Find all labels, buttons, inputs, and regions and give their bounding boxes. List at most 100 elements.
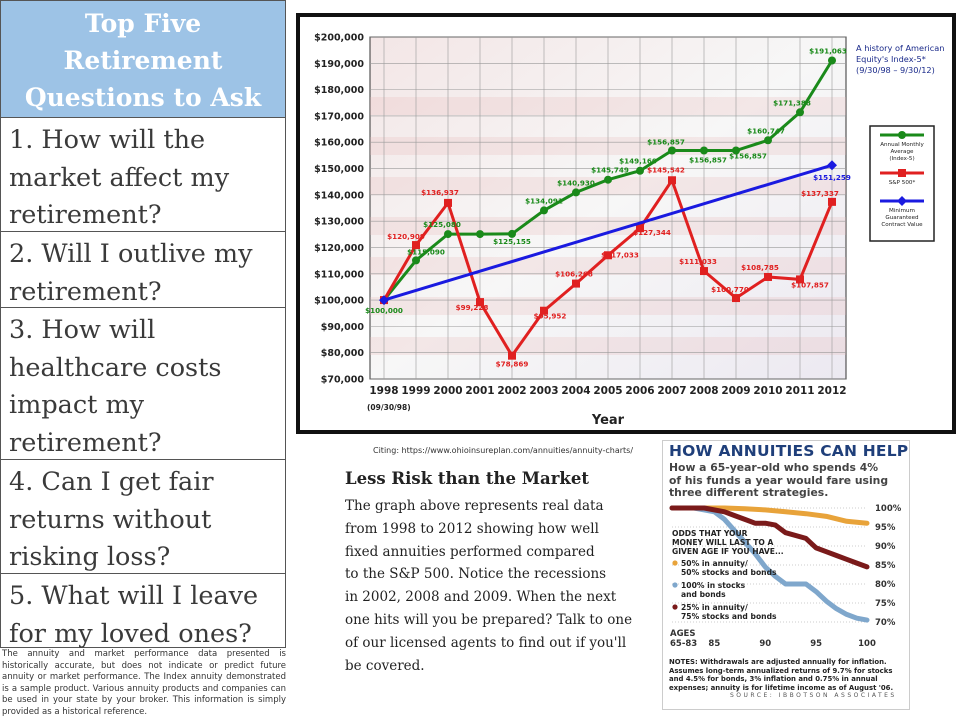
risk-body-line: in 2002, 2008 and 2009. When the next (345, 589, 617, 606)
data-label: $191,063 (809, 47, 847, 56)
data-label: $106,268 (555, 270, 593, 279)
data-label: $140,930 (557, 178, 595, 187)
annuity-y-tick: 85% (875, 561, 896, 571)
question-line: 2. Will I outlive my (9, 239, 253, 269)
question-line: retirement? (9, 276, 162, 307)
annuity-legend-label: 100% in stocks (681, 581, 746, 590)
data-label: $115,090 (407, 247, 445, 256)
annuity-series-line (669, 505, 870, 526)
data-label: $108,785 (741, 263, 779, 272)
x-tick-label: 2002 (497, 385, 526, 397)
x-sublabel: (09/30/98) (367, 403, 411, 412)
risk-body-line: one hits will you be prepared? Talk to o… (345, 611, 633, 628)
y-tick-label: $170,000 (314, 111, 364, 122)
data-label: $151,259 (813, 173, 851, 182)
annuity-subtitle-line: three different strategies. (669, 486, 829, 500)
question-3: 3. How will healthcare costs impact my r… (1, 307, 285, 459)
legend-label: S&P 500* (889, 180, 916, 186)
data-point (572, 188, 580, 197)
data-point (412, 256, 420, 265)
disclaimer-text: The annuity and market performance data … (2, 649, 286, 717)
data-point (476, 230, 484, 239)
x-tick-label: 2009 (721, 385, 750, 397)
grid (370, 36, 846, 380)
data-point (540, 206, 548, 215)
annuity-legend-heading: ODDS THAT YOUR (672, 529, 748, 538)
annuity-panel (662, 440, 910, 710)
data-label: $156,857 (689, 155, 727, 164)
annuity-legend-label: 50% in annuity/ (681, 559, 748, 568)
x-tick-label: 2010 (753, 385, 782, 397)
annuity-series-line (669, 505, 870, 623)
annuity-notes: NOTES: Withdrawals are adjusted annually… (669, 658, 894, 692)
annuity-y-tick: 80% (875, 580, 896, 590)
x-tick-label: 2000 (433, 385, 462, 397)
y-tick-label: $90,000 (321, 322, 365, 333)
data-point (668, 146, 676, 155)
x-tick-label: 2008 (689, 385, 718, 397)
data-point (732, 294, 740, 303)
risk-body-line: fixed annuities performed compared (345, 543, 595, 560)
x-tick-label: 2006 (625, 385, 654, 397)
y-tick-label: $80,000 (321, 348, 365, 359)
data-point (379, 295, 389, 306)
legend-label: Minimum Guaranteed Contract Value (881, 208, 923, 228)
legend-box (869, 125, 935, 242)
data-point (827, 160, 837, 171)
question-4: 4. Can I get fair returns without riskin… (1, 459, 285, 573)
data-label: $127,344 (633, 228, 671, 237)
annuity-x-tick: 95 (810, 639, 822, 649)
data-point (476, 298, 484, 307)
question-line: retirement? (9, 427, 162, 458)
data-point (764, 272, 772, 281)
data-label: $134,091 (525, 196, 563, 205)
legend-marker (898, 131, 906, 139)
data-label: $95,952 (534, 312, 567, 321)
x-tick-label: 2005 (593, 385, 622, 397)
question-line: risking loss? (9, 542, 171, 572)
chart-title-line: Equity's Index-5* (856, 54, 926, 64)
data-label: $160,747 (747, 126, 785, 135)
data-point (636, 166, 644, 175)
data-label: $171,388 (773, 98, 811, 107)
annuity-x-tick: 90 (759, 639, 771, 649)
annuity-legend-heading: GIVEN AGE IF YOU HAVE... (672, 547, 784, 556)
y-tick-label: $140,000 (314, 190, 364, 201)
question-line: 1. How will the (9, 125, 206, 155)
x-axis: 1998 1999 2000 2001 2002 2003 2004 2005 2006 2007… (367, 385, 847, 428)
data-point (828, 56, 836, 65)
data-point (732, 146, 740, 155)
data-point (764, 136, 772, 145)
risk-body-line: from 1998 to 2012 showing how well (345, 520, 599, 537)
x-tick-label: 2001 (465, 385, 494, 397)
data-label: $100,770 (711, 285, 749, 294)
risk-body-line: The graph above represents real data (345, 498, 604, 514)
data-point (572, 279, 580, 288)
annuity-legend-label: 75% stocks and bonds (681, 612, 777, 621)
question-line: healthcare costs (9, 352, 222, 383)
annuity-x-tick: 100 (858, 639, 876, 649)
annuity-legend-label: and bonds (681, 590, 726, 599)
x-tick-label: 2011 (785, 385, 814, 397)
data-point (412, 241, 420, 250)
annuity-legend-dot (672, 582, 678, 588)
risk-body-line: to the S&P 500. Notice the recessions (345, 566, 607, 583)
risk-body-line: of our licensed agents to find out if yo… (345, 634, 627, 651)
data-point (700, 146, 708, 155)
data-point (508, 351, 516, 360)
data-point (828, 197, 836, 206)
y-tick-label: $130,000 (314, 217, 364, 228)
data-label: $99,228 (456, 303, 489, 312)
y-tick-label: $200,000 (314, 33, 364, 44)
question-1: 1. How will the market affect my retirem… (1, 117, 285, 231)
annuity-series-group (669, 505, 870, 623)
annuity-chart-title: HOW ANNUITIES CAN HELP (669, 442, 909, 460)
risk-body-line: be covered. (345, 657, 425, 674)
annuity-legend-label: 25% in annuity/ (681, 603, 748, 612)
data-point (604, 175, 612, 184)
table-header-line: Questions to Ask (24, 83, 262, 112)
series-line (383, 163, 833, 302)
y-tick-label: $70,000 (321, 375, 365, 386)
annuity-subtitle-line: How a 65-year-old who spends 4% (669, 461, 879, 474)
table-header-line: Retirement (63, 46, 223, 75)
